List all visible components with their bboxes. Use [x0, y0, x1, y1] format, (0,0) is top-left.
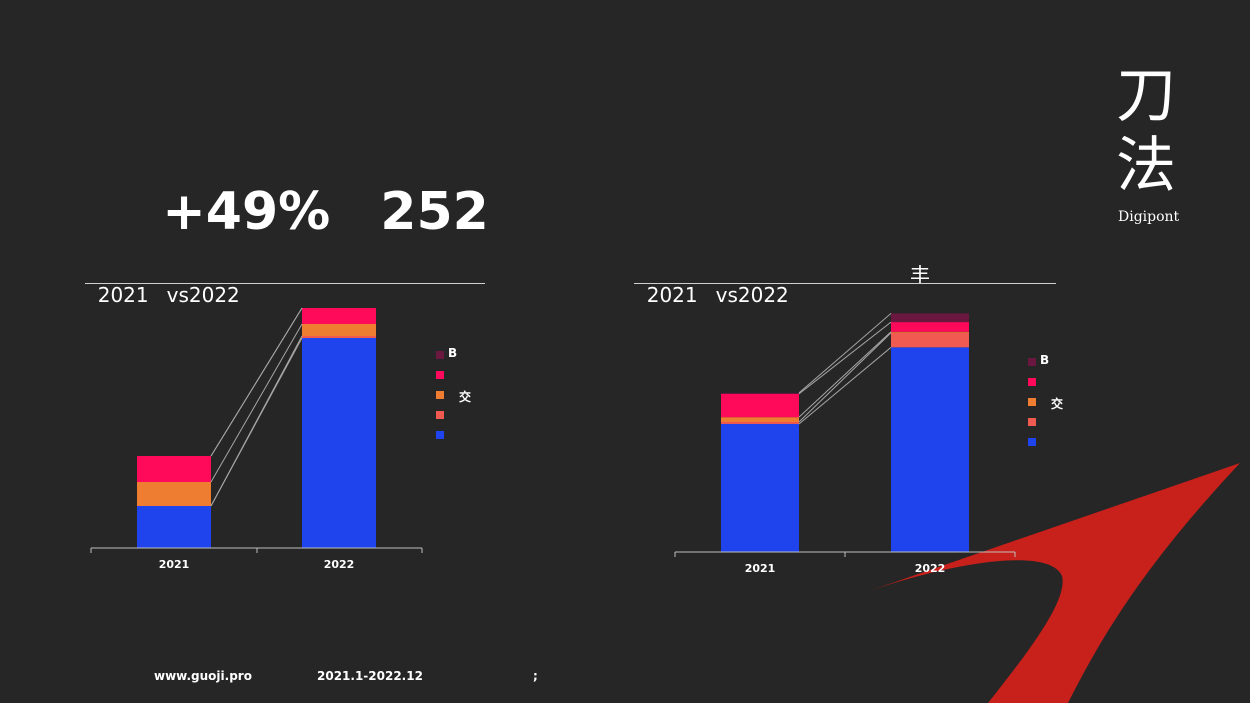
chart-2-title-suffix: 丰: [910, 263, 930, 287]
chart-1-x-label-2021: 2021: [159, 558, 190, 571]
footer-website: www.guoji.pro: [154, 669, 252, 683]
chart-2-connector-4: [798, 321, 892, 395]
chart-2-x-label-2022: 2022: [915, 562, 946, 575]
chart-2-legend-item-1: [1028, 433, 1088, 453]
chart-2-bar-2022-series-3: [891, 331, 969, 333]
chart-2-title: 2021 vs2022: [634, 259, 789, 307]
legend-swatch: [436, 371, 444, 379]
chart-1-bar-2022-series-4: [302, 308, 376, 324]
legend-swatch: [436, 351, 444, 359]
logo-brand-text: Digipont: [1118, 209, 1180, 225]
chart-1-legend-item-1: [436, 426, 496, 446]
chart-1-legend-item-5: B: [436, 346, 496, 366]
logo-glyph-1: 刀: [1116, 61, 1176, 131]
footer-period: 2021.1-2022.12: [317, 669, 423, 683]
chart-2-legend: B: [1028, 353, 1088, 453]
chart-1-connector-3: [210, 323, 303, 483]
chart-1-legend-item-2: [436, 406, 496, 426]
headline-growth: +49%: [162, 182, 331, 242]
chart-2-bar-2021-series-5: [721, 392, 799, 394]
legend-swatch: [1028, 418, 1036, 426]
chart-2-bar-2022-series-5: [891, 313, 969, 323]
legend-label: B: [448, 346, 458, 360]
chart-1-legend-item-3: [436, 386, 496, 406]
chart-1-legend-aside: 交: [459, 390, 472, 404]
chart-2-connector-1: [798, 346, 892, 425]
chart-1-bar-2022-series-3: [302, 324, 376, 336]
legend-swatch: [1028, 358, 1036, 366]
chart-2-title-year: 2021: [646, 283, 698, 307]
chart-1-title: 2021 vs2022: [85, 259, 240, 307]
chart-2-connector-2: [798, 332, 892, 423]
chart-2-bar-2022-series-2: [891, 332, 969, 348]
chart-2-legend-item-3: [1028, 393, 1088, 413]
chart-1-title-compare: vs2022: [166, 283, 240, 307]
headline-count: 252: [380, 182, 489, 242]
chart-1-bar-2021-series-4: [137, 456, 211, 482]
chart-2-bar-2021-series-3: [721, 417, 799, 423]
chart-1-bar-2021-series-3: [137, 482, 211, 506]
footer-note: ;: [533, 669, 538, 683]
chart-2-bar-2021-series-4: [721, 393, 799, 418]
chart-2-title-compare: vs2022: [715, 283, 789, 307]
chart-2-legend-aside: 交: [1051, 397, 1064, 411]
chart-2-bar-2022-series-4: [891, 322, 969, 332]
chart-2-legend-item-5: B: [1028, 353, 1088, 373]
chart-1-title-rule: [85, 283, 485, 284]
chart-2-legend-item-4: [1028, 373, 1088, 393]
chart-1-connector-5: [210, 307, 303, 457]
chart-1-connector-2: [210, 335, 303, 507]
chart-2-connector-5: [798, 313, 892, 394]
legend-swatch: [436, 431, 444, 439]
legend-swatch: [1028, 378, 1036, 386]
logo-glyph-2: 法: [1116, 131, 1176, 201]
legend-swatch: [1028, 398, 1036, 406]
chart-1-title-year: 2021: [97, 283, 149, 307]
legend-label: B: [1040, 353, 1050, 367]
chart-2-bar-2021-series-1: [721, 423, 799, 552]
chart-2-connector-3: [798, 331, 892, 418]
chart-1-legend: B: [436, 346, 496, 446]
chart-2-bar-2021-series-2: [721, 422, 799, 424]
headline: +49% 252: [126, 122, 489, 242]
chart-2-title-rule: [634, 283, 1056, 284]
chart-1-bar-2022-series-1: [302, 338, 376, 548]
chart-2-x-label-2021: 2021: [745, 562, 776, 575]
chart-2-legend-item-2: [1028, 413, 1088, 433]
red-swoosh-shape: [866, 463, 1240, 703]
chart-1-legend-item-4: [436, 366, 496, 386]
legend-swatch: [1028, 438, 1036, 446]
chart-1-bar-2021-series-1: [137, 506, 211, 548]
chart-2-bar-2022-series-1: [891, 347, 969, 552]
chart-1-bar-2022-series-2: [302, 336, 376, 338]
legend-swatch: [436, 411, 444, 419]
chart-1-x-label-2022: 2022: [324, 558, 355, 571]
legend-swatch: [436, 391, 444, 399]
